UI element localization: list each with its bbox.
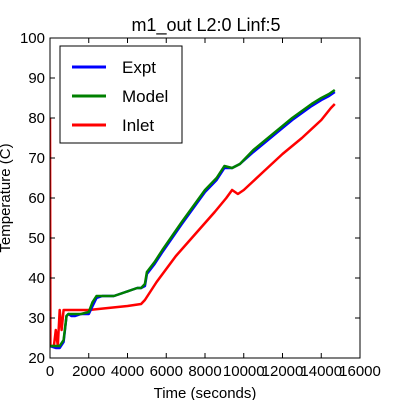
x-tick-label: 2000 [72, 363, 105, 380]
y-tick-label: 70 [28, 150, 45, 167]
series-line-model [50, 88, 336, 348]
legend: Expt Model Inlet [59, 45, 183, 144]
x-tick-label: 0 [46, 363, 54, 380]
x-tick-label: 12000 [262, 363, 304, 380]
y-tick-label: 50 [28, 230, 45, 247]
x-tick-label: 4000 [111, 363, 144, 380]
series-layer [50, 88, 336, 350]
y-tick-label: 20 [28, 350, 45, 367]
x-tick-label: 6000 [150, 363, 183, 380]
x-tick-label: 14000 [300, 363, 342, 380]
legend-label-expt: Expt [122, 58, 156, 77]
legend-label-inlet: Inlet [122, 116, 154, 135]
y-tick-label: 30 [28, 310, 45, 327]
y-axis-label: Temperature (C) [0, 143, 14, 252]
y-tick-label: 60 [28, 190, 45, 207]
y-tick-label: 80 [28, 110, 45, 127]
y-tick-label: 40 [28, 270, 45, 287]
x-tick-label: 16000 [339, 363, 381, 380]
y-tick-label: 100 [20, 30, 45, 47]
y-tick-label: 90 [28, 70, 45, 87]
series-line-inlet [50, 103, 336, 348]
x-axis-label: Time (seconds) [154, 385, 257, 400]
x-tick-label: 8000 [188, 363, 221, 380]
legend-label-model: Model [122, 87, 168, 106]
chart-title: m1_out L2:0 Linf:5 [131, 15, 280, 36]
x-tick-label: 10000 [223, 363, 265, 380]
